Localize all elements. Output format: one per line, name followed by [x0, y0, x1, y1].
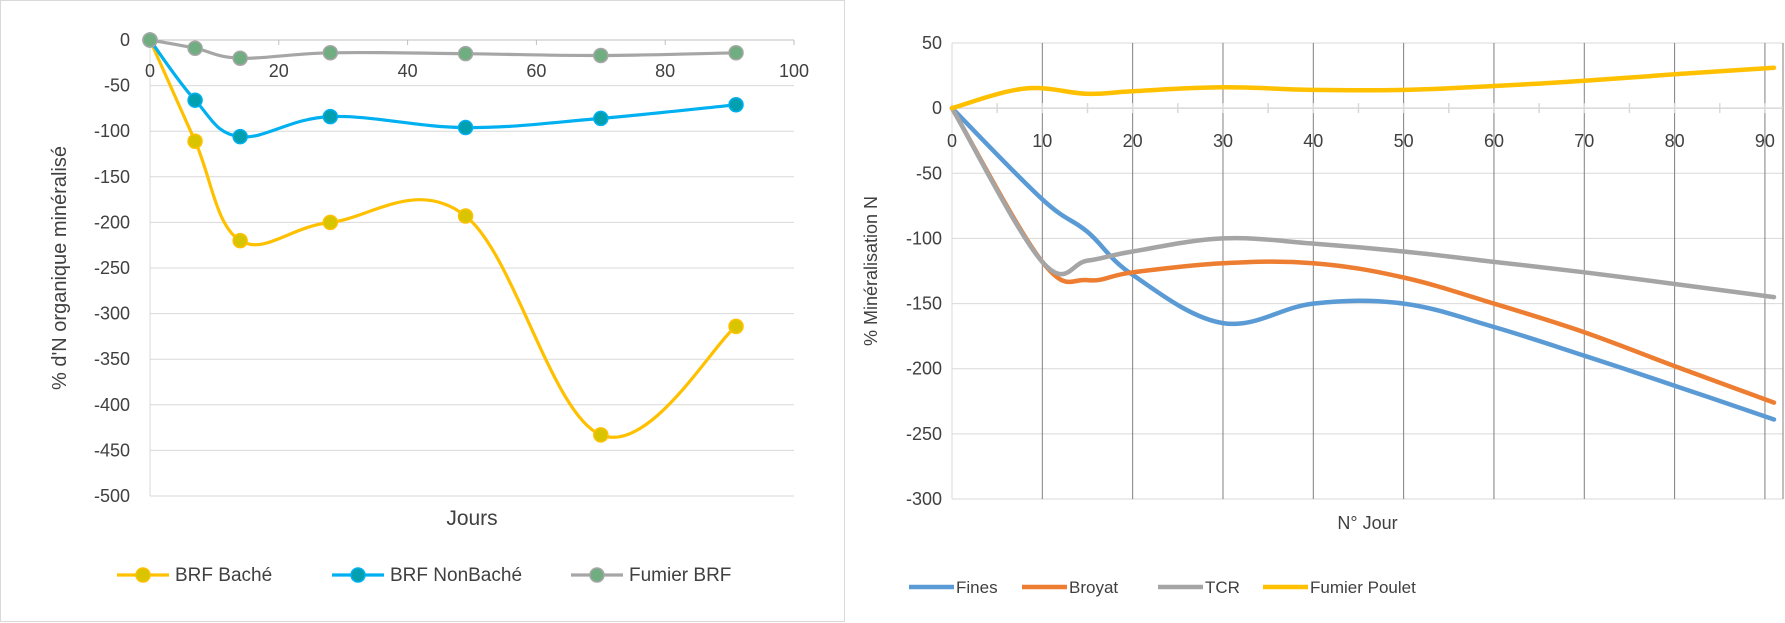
- data-point: [187, 92, 203, 108]
- series-line-2: [949, 105, 1777, 300]
- x-tick-label: 80: [655, 61, 675, 81]
- y-tick-label: -300: [906, 489, 942, 509]
- data-point: [593, 47, 609, 64]
- y-tick-label: -200: [94, 212, 130, 232]
- data-point: [232, 50, 248, 66]
- data-point: [457, 45, 474, 62]
- x-tick-label: 100: [779, 61, 809, 81]
- data-point: [232, 128, 248, 145]
- chart-right-panel: 50 0 -50 -100 -150 -200 -250 -300 0 10 20 30 40 50 60 7…: [848, 0, 1785, 622]
- legend-swatch-marker: [350, 567, 366, 583]
- data-point: [593, 110, 609, 127]
- data-point: [457, 208, 474, 224]
- data-point: [593, 427, 609, 443]
- x-tick-label: 60: [1484, 131, 1504, 151]
- legend-label: Broyat: [1069, 578, 1118, 597]
- chart-left-panel: 0 -50 -100 -150 -200 -250 -300 -350 -400 -450 -500…: [0, 0, 845, 622]
- data-point: [187, 40, 203, 56]
- series-line-3: [949, 65, 1777, 111]
- y-tick-label: -250: [94, 258, 130, 278]
- x-tick-label: 70: [1574, 131, 1594, 151]
- y-tick-label: -500: [94, 486, 130, 506]
- y-tick-label: 0: [120, 30, 130, 50]
- x-tick-label: 40: [398, 61, 418, 81]
- x-axis-title: Jours: [446, 507, 497, 530]
- x-axis-title: N° Jour: [1337, 513, 1397, 533]
- x-tick-label: 0: [145, 61, 155, 81]
- x-tick-label: 30: [1213, 131, 1233, 151]
- y-axis-title: % Minéralisation N: [861, 196, 881, 346]
- x-tick-label: 90: [1755, 131, 1775, 151]
- y-tick-label: 50: [922, 33, 942, 53]
- x-tick-label: 80: [1665, 131, 1685, 151]
- y-tick-label: 0: [932, 98, 942, 118]
- series-line-1: [949, 105, 1777, 405]
- data-point: [322, 108, 339, 125]
- legend-label: Fumier Poulet: [1310, 578, 1416, 597]
- y-tick-label: -450: [94, 440, 130, 460]
- data-point: [457, 119, 474, 136]
- legend-label: BRF NonBaché: [390, 565, 522, 586]
- series-line-0: [949, 105, 1777, 422]
- chart-left: 0 -50 -100 -150 -200 -250 -300 -350 -400 -450 -500…: [49, 30, 809, 586]
- data-point: [142, 32, 158, 48]
- y-tick-label: -350: [94, 349, 130, 369]
- legend-label: TCR: [1205, 578, 1240, 597]
- data-point: [728, 45, 744, 61]
- data-point: [728, 97, 744, 113]
- legend-swatch-marker: [589, 567, 605, 583]
- y-tick-label: -100: [94, 121, 130, 141]
- y-tick-label: -250: [906, 424, 942, 444]
- x-tick-label: 10: [1032, 131, 1052, 151]
- legend-label: Fines: [956, 578, 998, 597]
- legend-label: BRF Baché: [175, 565, 272, 586]
- x-tick-label: 40: [1303, 131, 1323, 151]
- y-tick-label: -400: [94, 395, 130, 415]
- y-tick-label: -200: [906, 359, 942, 379]
- data-point: [187, 133, 203, 149]
- series-line-0: [148, 39, 738, 439]
- data-point: [322, 45, 339, 61]
- data-point: [232, 232, 248, 249]
- data-point: [322, 214, 339, 231]
- y-tick-label: -50: [916, 163, 942, 183]
- y-axis-title: % d'N organique minéralisé: [49, 146, 71, 390]
- y-tick-label: -150: [94, 167, 130, 187]
- x-tick-label: 20: [1123, 131, 1143, 151]
- x-tick-label: 0: [947, 131, 957, 151]
- x-tick-label: 60: [526, 61, 546, 81]
- y-tick-label: -300: [94, 304, 130, 324]
- y-tick-label: -150: [906, 294, 942, 314]
- y-tick-label: -100: [906, 228, 942, 248]
- x-tick-label: 20: [269, 61, 289, 81]
- data-point: [728, 318, 744, 335]
- x-tick-label: 50: [1394, 131, 1414, 151]
- y-tick-label: -50: [104, 76, 130, 96]
- legend-swatch-marker: [135, 567, 151, 583]
- legend-label: Fumier BRF: [629, 565, 731, 586]
